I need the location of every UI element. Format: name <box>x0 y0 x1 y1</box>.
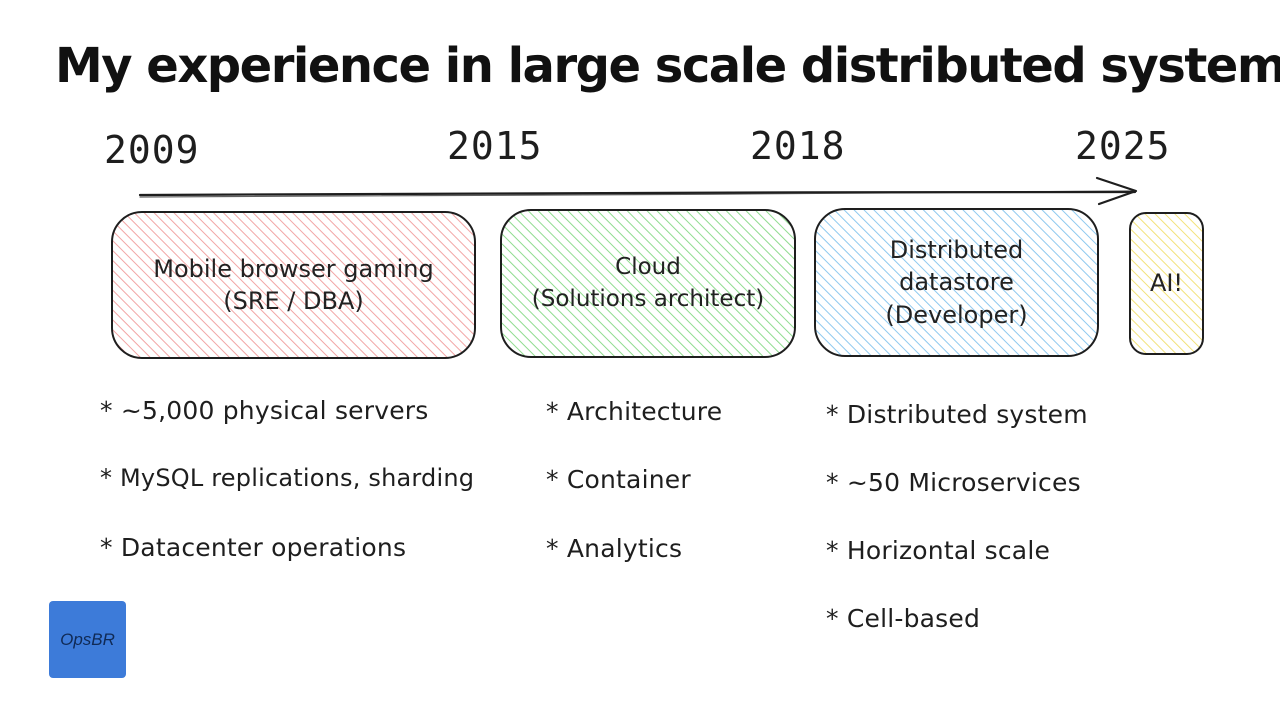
page-title: My experience in large scale distributed… <box>55 38 1280 94</box>
gaming-bullet-3: * Datacenter operations <box>100 533 407 562</box>
datastore-bullet-2: * ~50 Microservices <box>826 468 1081 497</box>
phase-box-datastore <box>814 208 1099 357</box>
gaming-bullet-1: * ~5,000 physical servers <box>100 396 429 425</box>
phase-label-cloud: Cloud (Solutions architect) <box>531 254 765 312</box>
phase-label-datastore: Distributed datastore (Developer) <box>885 235 1028 329</box>
year-2025: 2025 <box>1075 124 1171 168</box>
cloud-bullet-2: * Container <box>546 465 691 494</box>
opsbr-logo: OpsBR <box>49 601 126 678</box>
cloud-bullet-1: * Architecture <box>546 397 723 426</box>
phase-box-ai <box>1129 212 1204 355</box>
phase-label-ai: AI! <box>1149 269 1184 298</box>
phase-box-cloud <box>500 209 796 358</box>
year-2009: 2009 <box>104 128 200 172</box>
datastore-bullet-1: * Distributed system <box>826 400 1088 429</box>
cloud-bullet-3: * Analytics <box>546 534 683 563</box>
datastore-bullet-4: * Cell-based <box>826 604 981 633</box>
year-2018: 2018 <box>750 124 846 168</box>
year-2015: 2015 <box>447 124 543 168</box>
gaming-bullet-2: * MySQL replications, sharding <box>100 464 475 492</box>
phase-box-gaming <box>111 211 476 359</box>
datastore-bullet-3: * Horizontal scale <box>826 536 1051 565</box>
timeline-arrow <box>138 176 1138 206</box>
phase-label-gaming: Mobile browser gaming (SRE / DBA) <box>153 254 434 315</box>
